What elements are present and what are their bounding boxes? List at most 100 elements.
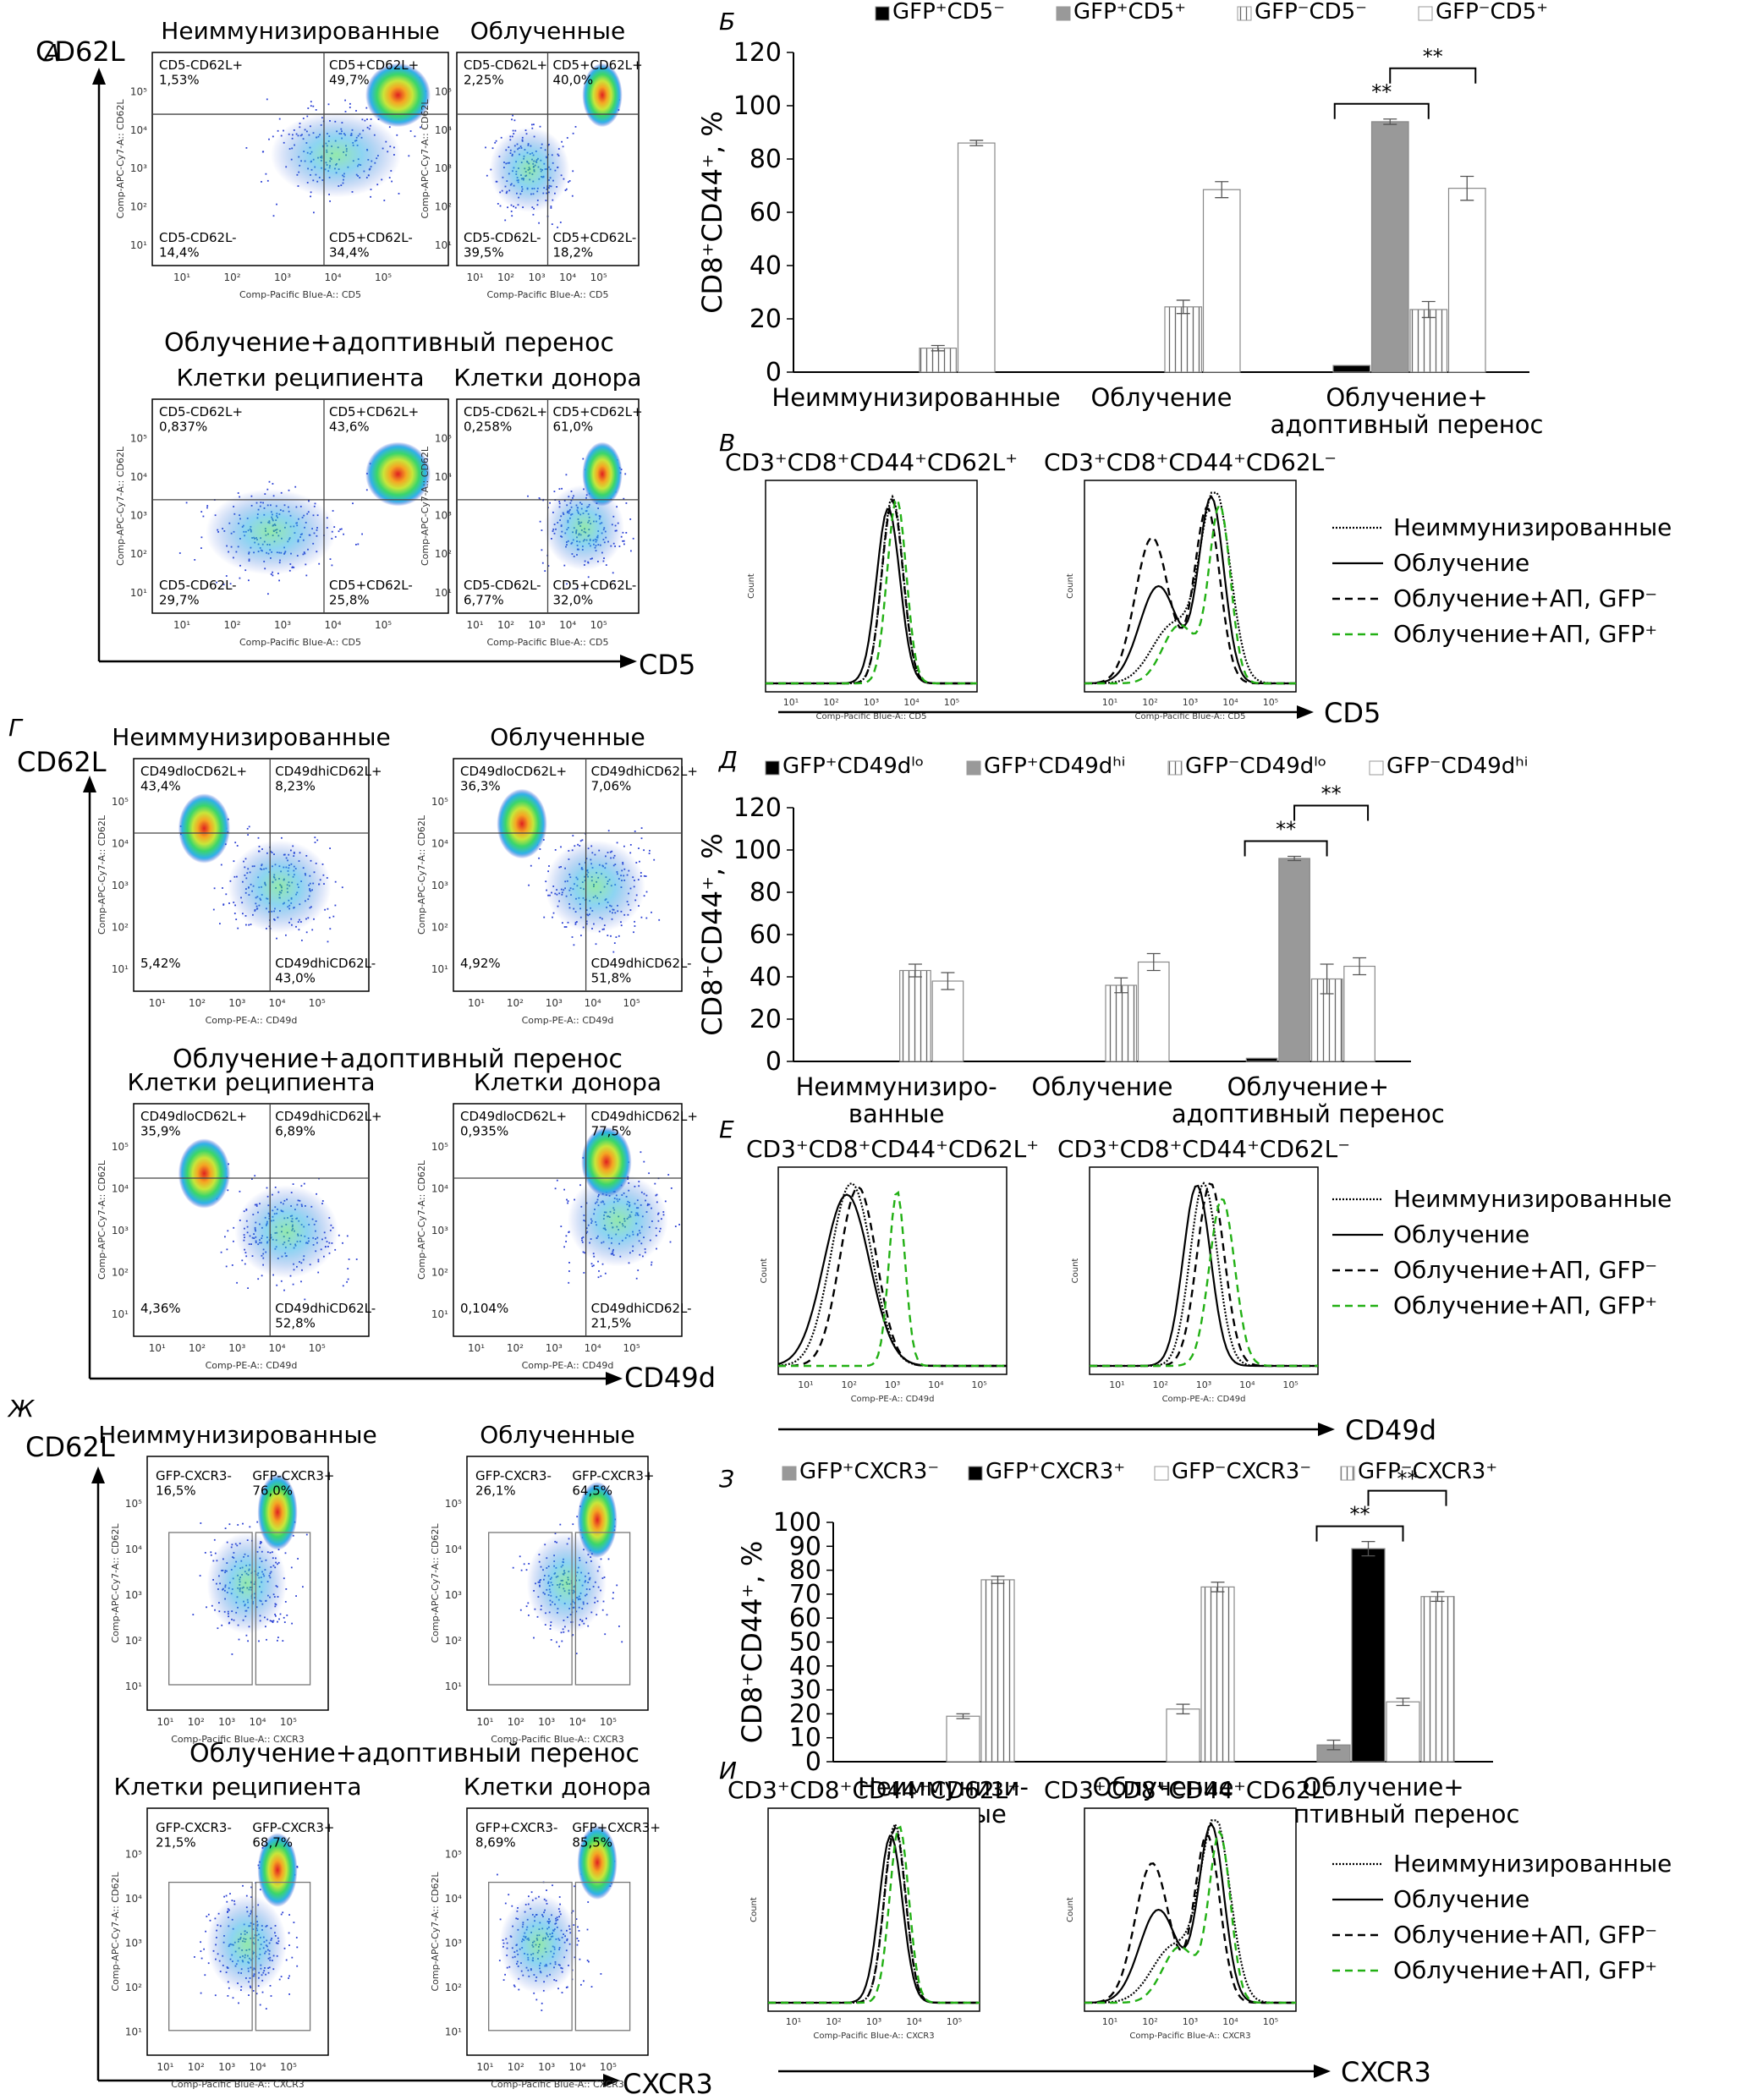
dot (225, 893, 228, 896)
text-line: CD5+CD62L- (553, 230, 637, 245)
x-tick-label: 10¹ (468, 997, 485, 1009)
dot (292, 1534, 294, 1537)
dot (601, 1609, 604, 1611)
y-tick-label: 10² (112, 1267, 129, 1279)
dot (398, 193, 400, 195)
dot (239, 1190, 241, 1193)
dot (565, 1235, 568, 1237)
y-tick-label: 10³ (125, 1589, 142, 1601)
dot (587, 1625, 590, 1627)
y-tick-label: 10¹ (130, 587, 147, 599)
dot (288, 1932, 290, 1934)
x-tick-label: 10⁵ (600, 1716, 617, 1728)
dot (645, 891, 648, 893)
text-line: 32,0% (553, 592, 594, 607)
dot (334, 904, 337, 907)
dot (388, 126, 391, 129)
dot (592, 1264, 595, 1267)
text-line: CD5+CD62L+ (329, 404, 419, 419)
dot (568, 180, 571, 182)
y-tick-label: 10³ (431, 880, 448, 891)
y-tick-label: 10⁴ (130, 471, 147, 483)
dot (539, 848, 541, 850)
dot (342, 1242, 343, 1244)
text-line: CD49dloCD62L+ (460, 1109, 567, 1124)
dot (280, 1913, 283, 1916)
dot (290, 1566, 293, 1569)
density-core (581, 1127, 632, 1197)
dot (409, 130, 412, 132)
text-line: 6,77% (464, 592, 504, 607)
dot (225, 1894, 228, 1897)
dot (523, 1563, 525, 1565)
dot (304, 1298, 306, 1301)
x-axis-label: CD49d (624, 1362, 716, 1394)
text-line: 36,3% (460, 778, 501, 793)
text-line: CD49dhiCD62L- (591, 956, 692, 971)
dot (553, 491, 556, 492)
dot (365, 107, 368, 109)
dot (575, 1653, 578, 1654)
quadrant-label-ll: CD5-CD62L-39,5% (464, 230, 541, 260)
dot (573, 944, 575, 946)
text-line: 6,89% (275, 1123, 316, 1138)
text-line: 21,5% (591, 1315, 632, 1330)
dot (200, 547, 202, 549)
x-tick-label: 10¹ (156, 2061, 173, 2073)
dot (630, 550, 632, 552)
dot (520, 1569, 523, 1571)
text-line: GFP-CXCR3- (156, 1468, 232, 1483)
dot (288, 1977, 289, 1979)
density-halo (489, 127, 570, 213)
y-tick-label: 10¹ (435, 239, 452, 251)
text-line: CD5-CD62L+ (159, 404, 243, 419)
density-core (497, 788, 547, 859)
dot (310, 105, 312, 107)
dot (259, 2004, 261, 2006)
dot (491, 147, 494, 150)
y-tick-label: 10¹ (431, 963, 448, 975)
dot (349, 107, 351, 108)
dot (338, 1234, 340, 1236)
dot (583, 1272, 585, 1274)
y-tick-label: 10⁴ (125, 1543, 142, 1555)
dot (228, 902, 230, 904)
dot (552, 912, 555, 914)
dot (563, 1188, 565, 1191)
gate-positive (255, 1532, 311, 1686)
dot (649, 849, 651, 852)
dot (632, 537, 634, 540)
dot (266, 1187, 268, 1189)
dot (634, 925, 636, 927)
dot (554, 1187, 557, 1190)
x-tick-label: 10¹ (476, 1716, 493, 1728)
quadrant-label-lr: CD49dhiCD62L-52,8% (275, 1301, 376, 1330)
dot (225, 575, 228, 577)
text-line: CD5-CD62L- (159, 230, 237, 245)
dot (284, 1552, 287, 1554)
plot-x-label: Comp-PE-A:: CD49d (206, 1360, 298, 1371)
y-axis-label: CD62L (36, 36, 125, 68)
dot (251, 1178, 253, 1180)
dot (572, 170, 574, 173)
dot (606, 1614, 608, 1616)
dot (232, 1997, 234, 1999)
y-tick-label: 10² (435, 548, 452, 560)
dot (250, 1886, 252, 1889)
dot (200, 1957, 203, 1960)
dot (265, 2008, 267, 2010)
y-tick-label: 10⁵ (112, 796, 129, 808)
quadrant-label-ll: CD5-CD62L-29,7% (159, 578, 237, 607)
y-tick-label: 10² (431, 1267, 448, 1279)
gate-negative (168, 1881, 253, 2031)
text-line: CD5-CD62L- (464, 578, 541, 593)
dot (568, 1281, 570, 1284)
plot-title: Клетки донора (464, 1773, 651, 1801)
x-tick-label: 10³ (218, 2061, 235, 2073)
dot (272, 574, 274, 577)
gate-label-negative: GFP-CXCR3-21,5% (156, 1820, 232, 1850)
dot (278, 579, 280, 582)
x-tick-label: 10² (223, 271, 240, 283)
text-line: CD5-CD62L+ (464, 58, 547, 73)
